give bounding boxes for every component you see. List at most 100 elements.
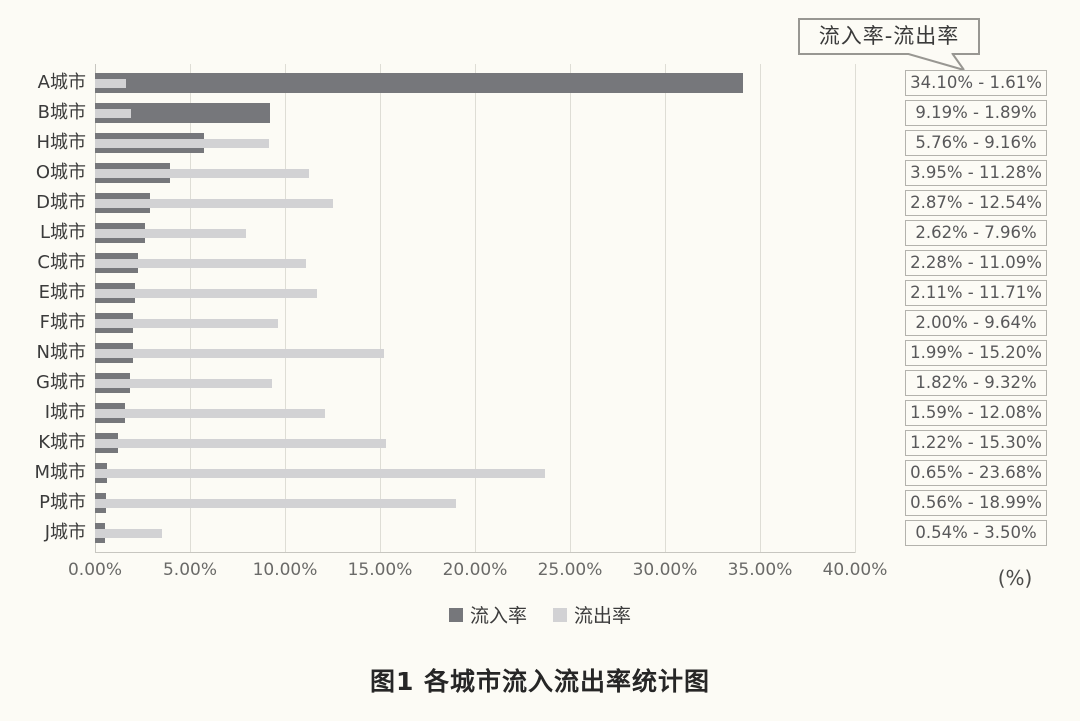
category-label: F城市 [39,312,86,333]
bar-outflow [95,138,270,148]
value-box: 2.11% - 11.71% [905,280,1047,306]
value-box: 1.99% - 15.20% [905,340,1047,366]
value-box: 1.82% - 9.32% [905,370,1047,396]
bar-row [95,308,861,338]
x-tick-label: 5.00% [162,560,217,580]
x-axis-line [95,552,855,553]
callout-bubble: 流入率-流出率 [798,18,980,55]
bar-outflow [95,108,131,118]
legend-item-inflow: 流入率 [448,601,527,628]
value-box: 34.10% - 1.61% [905,70,1047,96]
x-tick-label: 35.00% [727,560,793,580]
x-tick-label: 30.00% [632,560,698,580]
bar-outflow [95,258,306,268]
x-tick-label: 15.00% [347,560,413,580]
value-box: 0.54% - 3.50% [905,520,1047,546]
value-box: 0.56% - 18.99% [905,490,1047,516]
bar-row [95,458,861,488]
value-box: 2.62% - 7.96% [905,220,1047,246]
bar-row [95,518,861,548]
bar-row [95,278,861,308]
category-label: P城市 [39,492,86,513]
bar-row [95,338,861,368]
category-label: I城市 [44,402,86,423]
value-box: 2.28% - 11.09% [905,250,1047,276]
category-label: G城市 [36,372,86,393]
x-tick-label: 25.00% [537,560,603,580]
plot-area [95,64,861,553]
bar-row [95,488,861,518]
category-label: M城市 [34,462,86,483]
legend-outflow-label: 流出率 [574,605,632,627]
figure-caption: 图1 各城市流入流出率统计图 [369,667,711,696]
bar-inflow [95,103,270,123]
axis-unit-label: (%) [997,566,1033,590]
legend-item-outflow: 流出率 [553,601,631,628]
bar-row [95,398,861,428]
category-label: N城市 [36,342,86,363]
gridline [855,64,856,553]
category-label: B城市 [37,102,86,123]
gridline [665,64,666,553]
x-axis-ticks: 0.00% 5.00% 10.00% 15.00% 20.00% 25.00% 30.00%… [0,560,1080,584]
gridline [475,64,476,553]
value-box: 3.95% - 11.28% [905,160,1047,186]
callout-tail [904,53,965,71]
category-label: J城市 [44,522,86,543]
gridline [190,64,191,553]
category-label: L城市 [39,222,86,243]
bar-outflow [95,438,386,448]
bar-row [95,248,861,278]
value-box: 2.00% - 9.64% [905,310,1047,336]
category-label: D城市 [36,192,86,213]
bar-row [95,218,861,248]
inflow-swatch-icon [448,607,463,622]
bar-outflow [95,408,325,418]
bar-outflow [95,228,247,238]
bar-outflow [95,378,273,388]
bar-row [95,188,861,218]
bar-row [95,368,861,398]
category-label: A城市 [37,72,86,93]
bar-outflow [95,348,384,358]
category-label: H城市 [36,132,86,153]
bar-outflow [95,288,318,298]
gridline [380,64,381,553]
gridline [760,64,761,553]
bar-outflow [95,78,126,88]
gridline [570,64,571,553]
value-box: 1.22% - 15.30% [905,430,1047,456]
bar-outflow [95,318,279,328]
x-tick-label: 20.00% [442,560,508,580]
value-box: 2.87% - 12.54% [905,190,1047,216]
category-label: E城市 [38,282,86,303]
legend-inflow-label: 流入率 [469,605,527,627]
bar-outflow [95,498,456,508]
legend: 流入率 流出率 [0,601,1080,628]
category-label: K城市 [38,432,86,453]
bar-row [95,98,861,128]
value-box: 0.65% - 23.68% [905,460,1047,486]
bar-outflow [95,468,545,478]
bar-row [95,428,861,458]
bar-row [95,128,861,158]
x-tick-label: 40.00% [822,560,888,580]
outflow-swatch-icon [553,607,567,622]
bar-outflow [95,198,334,208]
value-box: 5.76% - 9.16% [905,130,1047,156]
value-box: 1.59% - 12.08% [905,400,1047,426]
value-box: 9.19% - 1.89% [905,100,1047,126]
category-label: C城市 [37,252,86,273]
bar-outflow [95,528,162,538]
category-label: O城市 [35,162,86,183]
bar-row [95,158,861,188]
x-tick-label: 10.00% [252,560,318,580]
y-axis-line [95,64,96,553]
bar-outflow [95,168,310,178]
bar-row [95,68,861,98]
bar-inflow [95,73,743,93]
gridline [285,64,286,553]
x-tick-label: 0.00% [67,560,122,580]
callout-label: 流入率-流出率 [818,24,960,48]
